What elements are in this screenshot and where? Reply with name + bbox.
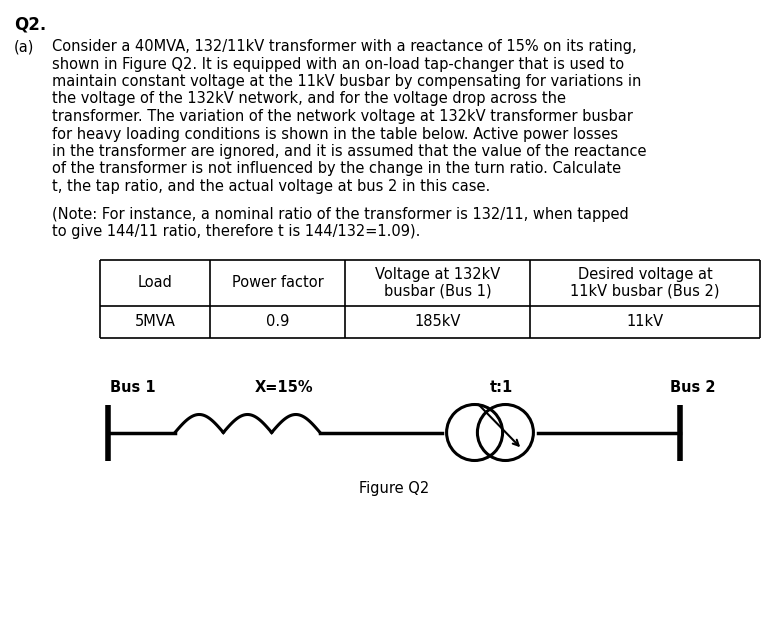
Text: 11kV: 11kV: [626, 314, 664, 329]
Text: 185kV: 185kV: [414, 314, 461, 329]
Text: Bus 1: Bus 1: [110, 380, 156, 394]
Text: Consider a 40MVA, 132/11kV transformer with a reactance of 15% on its rating,: Consider a 40MVA, 132/11kV transformer w…: [52, 39, 637, 54]
Text: the voltage of the 132kV network, and for the voltage drop across the: the voltage of the 132kV network, and fo…: [52, 92, 566, 106]
Text: (Note: For instance, a nominal ratio of the transformer is 132/11, when tapped: (Note: For instance, a nominal ratio of …: [52, 206, 629, 222]
Text: Voltage at 132kV: Voltage at 132kV: [375, 267, 500, 282]
Circle shape: [447, 404, 503, 461]
Text: t, the tap ratio, and the actual voltage at bus 2 in this case.: t, the tap ratio, and the actual voltage…: [52, 179, 490, 194]
Text: for heavy loading conditions is shown in the table below. Active power losses: for heavy loading conditions is shown in…: [52, 127, 618, 141]
Text: of the transformer is not influenced by the change in the turn ratio. Calculate: of the transformer is not influenced by …: [52, 162, 621, 176]
Text: Q2.: Q2.: [14, 15, 46, 33]
Text: 0.9: 0.9: [266, 314, 289, 329]
Text: Desired voltage at: Desired voltage at: [578, 267, 712, 282]
Text: to give 144/11 ratio, therefore t is 144/132=1.09).: to give 144/11 ratio, therefore t is 144…: [52, 224, 421, 239]
Text: in the transformer are ignored, and it is assumed that the value of the reactanc: in the transformer are ignored, and it i…: [52, 144, 647, 159]
Text: (a): (a): [14, 39, 34, 54]
Text: Figure Q2: Figure Q2: [359, 480, 429, 496]
Text: 5MVA: 5MVA: [135, 314, 175, 329]
Text: t:1: t:1: [490, 380, 513, 394]
Text: shown in Figure Q2. It is equipped with an on-load tap-changer that is used to: shown in Figure Q2. It is equipped with …: [52, 57, 624, 71]
Text: Load: Load: [138, 275, 173, 290]
Text: 11kV busbar (Bus 2): 11kV busbar (Bus 2): [570, 283, 719, 298]
Text: Power factor: Power factor: [231, 275, 324, 290]
Text: Bus 2: Bus 2: [670, 380, 716, 394]
Circle shape: [477, 404, 533, 461]
Text: busbar (Bus 1): busbar (Bus 1): [384, 283, 491, 298]
Text: X=15%: X=15%: [255, 380, 314, 394]
Text: maintain constant voltage at the 11kV busbar by compensating for variations in: maintain constant voltage at the 11kV bu…: [52, 74, 641, 89]
Text: transformer. The variation of the network voltage at 132kV transformer busbar: transformer. The variation of the networ…: [52, 109, 633, 124]
